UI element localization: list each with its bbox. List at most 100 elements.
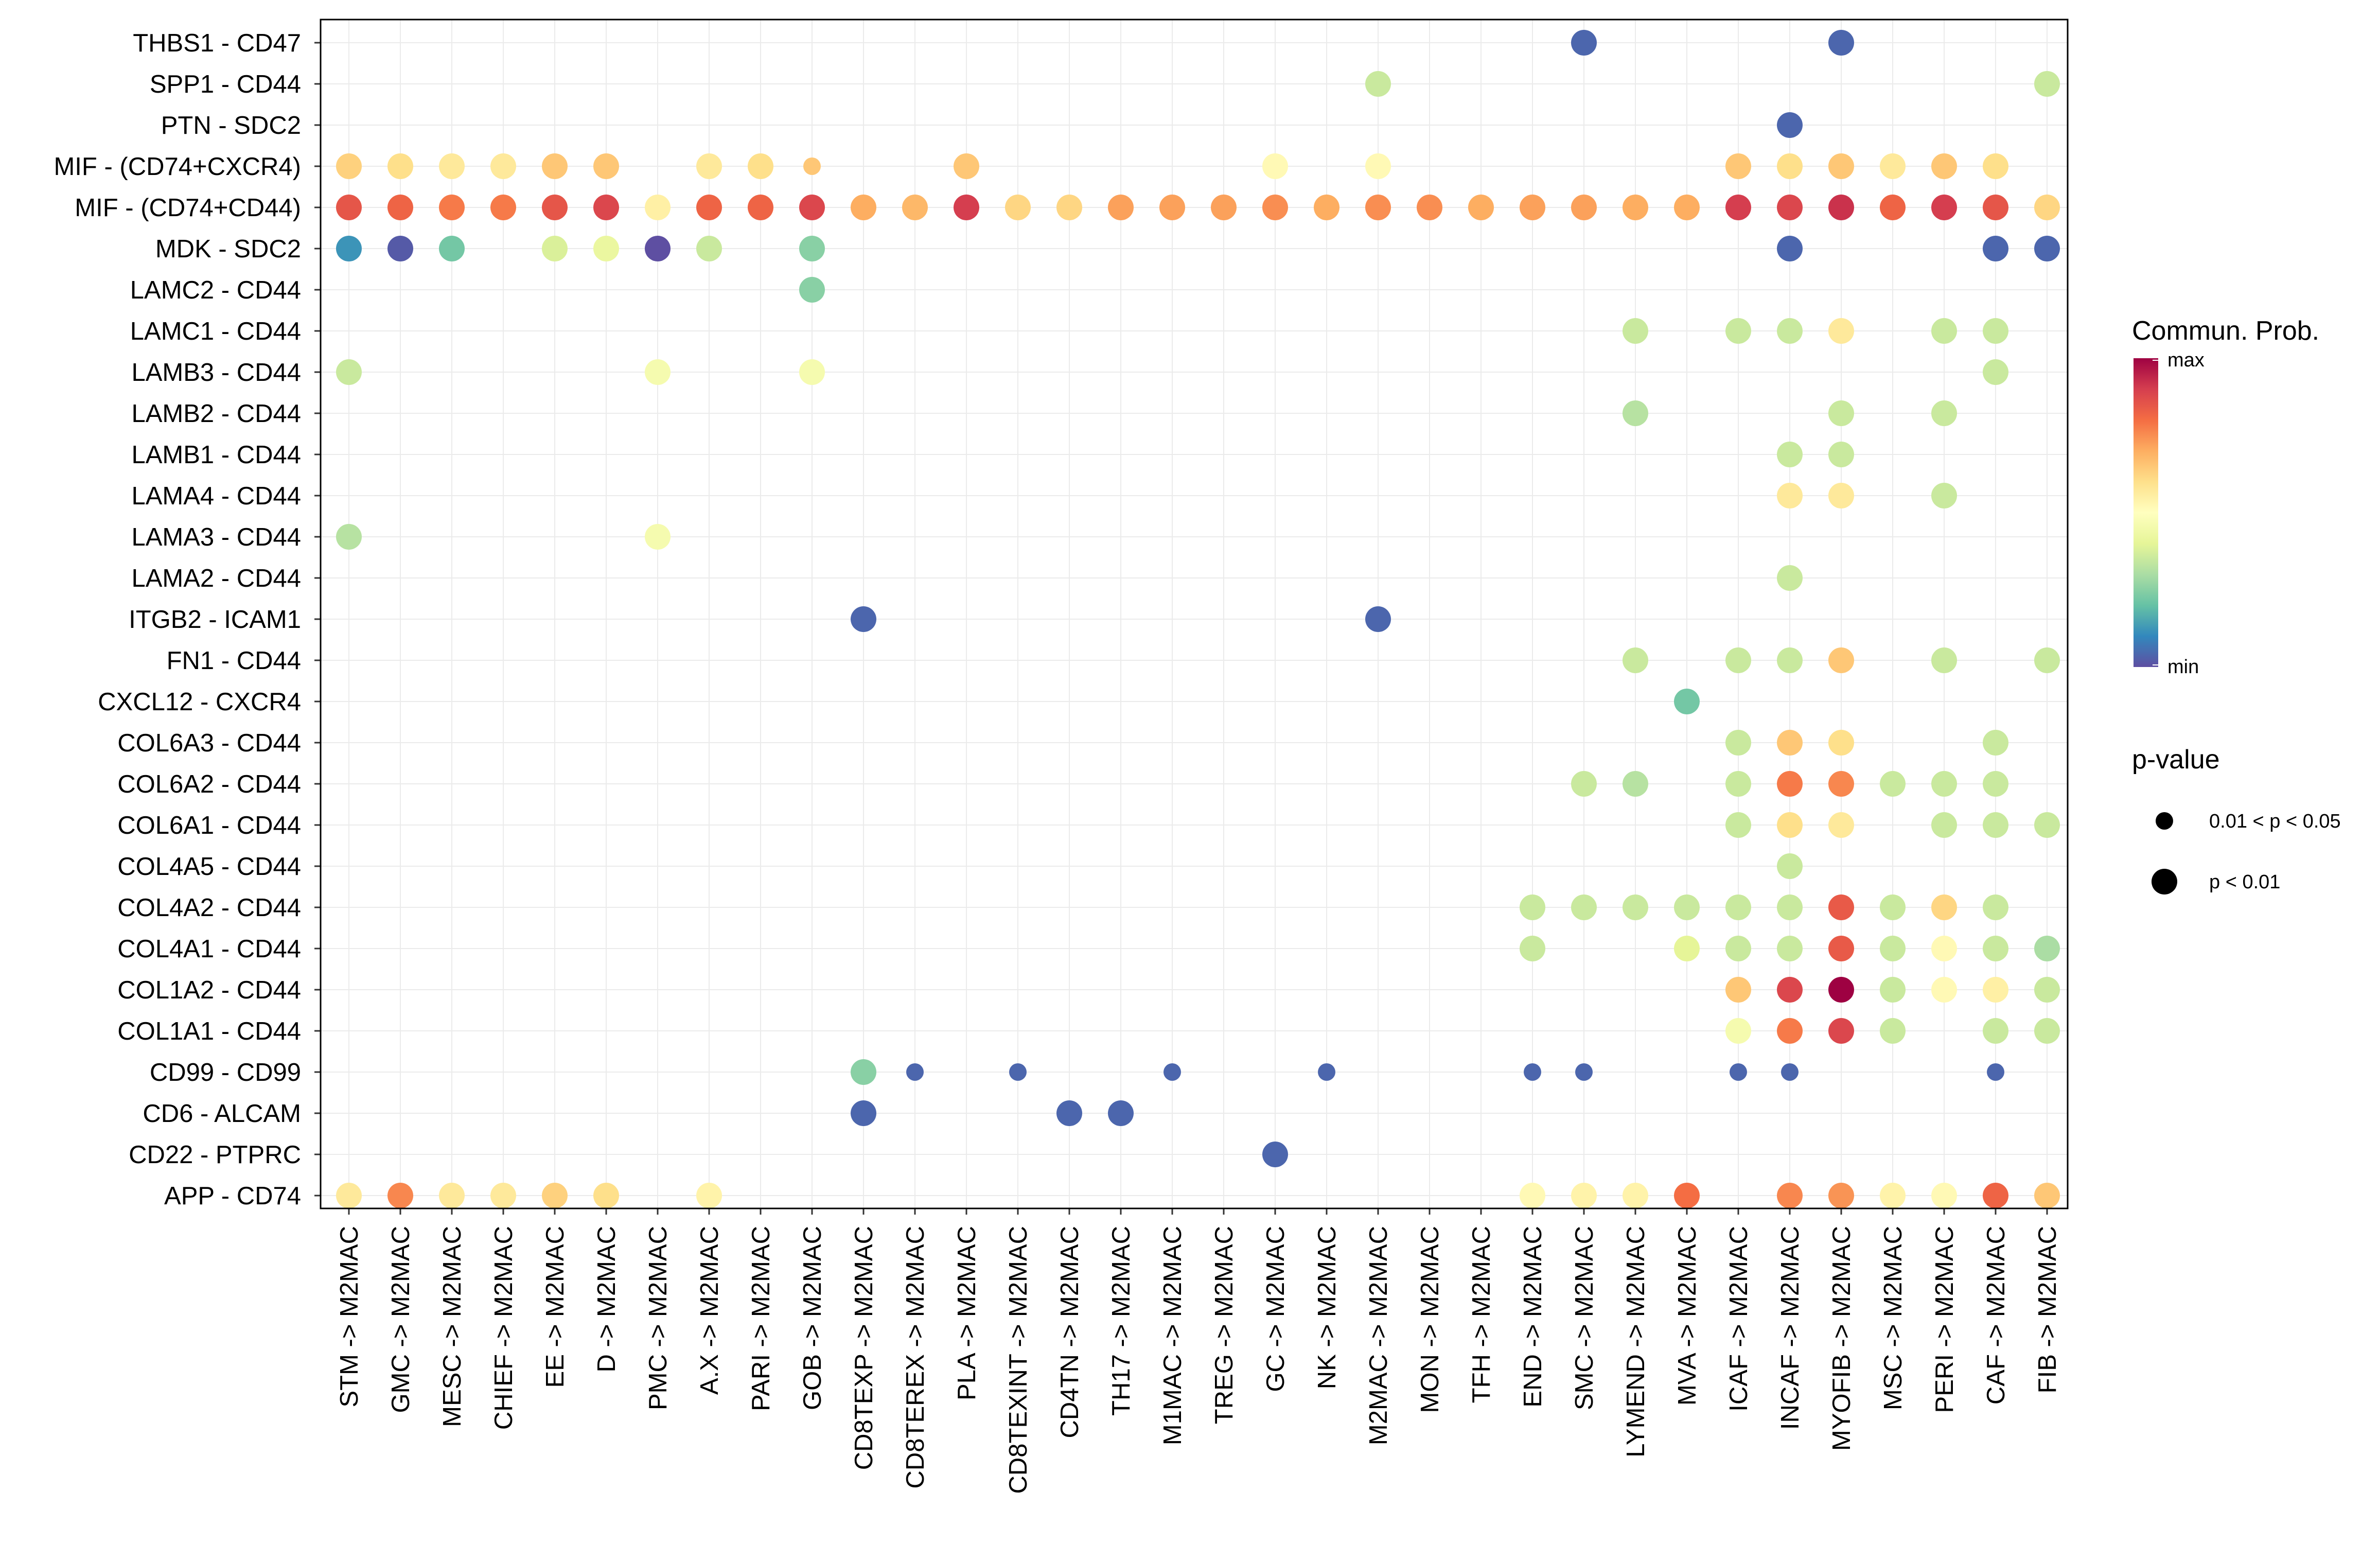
- y-tick-label: SPP1 - CD44: [150, 71, 301, 98]
- data-point: [1880, 894, 1906, 920]
- data-point: [1828, 442, 1854, 467]
- data-point: [542, 1183, 568, 1208]
- x-tick-label: NK -> M2MAC: [1313, 1226, 1341, 1389]
- data-point: [1520, 195, 1545, 220]
- size-legend-large-label: p < 0.01: [2209, 871, 2280, 893]
- data-point: [1005, 195, 1031, 220]
- x-tick-label: MON -> M2MAC: [1416, 1226, 1444, 1413]
- data-point: [1781, 1063, 1799, 1081]
- data-point: [336, 236, 362, 261]
- data-point: [1931, 894, 1957, 920]
- x-tick-label: EE -> M2MAC: [541, 1226, 569, 1388]
- data-point: [2034, 195, 2060, 220]
- data-point: [1880, 1018, 1906, 1044]
- data-point: [1777, 565, 1803, 591]
- y-tick-label: CD99 - CD99: [150, 1059, 301, 1086]
- data-points: [336, 30, 2060, 1208]
- data-point: [1880, 977, 1906, 1003]
- x-tick-label: CD8TEREX -> M2MAC: [902, 1226, 929, 1489]
- data-point: [1520, 1183, 1545, 1208]
- data-point: [593, 153, 619, 179]
- data-point: [1777, 853, 1803, 879]
- x-tick-label: CD8TEXINT -> M2MAC: [1004, 1226, 1032, 1494]
- data-point: [439, 236, 465, 261]
- data-point: [1725, 977, 1751, 1003]
- data-point: [593, 1183, 619, 1208]
- x-tick-label: MYOFIB -> M2MAC: [1828, 1226, 1856, 1451]
- data-point: [1931, 936, 1957, 961]
- data-point: [645, 195, 671, 220]
- color-legend-min-label: min: [2167, 656, 2199, 678]
- data-point: [696, 236, 722, 261]
- data-point: [2034, 236, 2060, 261]
- data-point: [1623, 318, 1648, 344]
- data-point: [490, 195, 516, 220]
- data-point: [1931, 771, 1957, 797]
- y-tick-label: ITGB2 - ICAM1: [129, 606, 301, 634]
- data-point: [1931, 400, 1957, 426]
- data-point: [387, 195, 413, 220]
- data-point: [2034, 1018, 2060, 1044]
- x-tick-label: MSC -> M2MAC: [1879, 1226, 1907, 1410]
- data-point: [1983, 894, 2008, 920]
- x-tick-label: CAF -> M2MAC: [1982, 1226, 2010, 1405]
- data-point: [542, 236, 568, 261]
- data-point: [490, 153, 516, 179]
- data-point: [490, 1183, 516, 1208]
- data-point: [1468, 195, 1494, 220]
- data-point: [542, 195, 568, 220]
- data-point: [1318, 1063, 1335, 1081]
- data-point: [1777, 977, 1803, 1003]
- x-tick-label: GMC -> M2MAC: [387, 1226, 415, 1413]
- y-tick-label: COL6A3 - CD44: [117, 729, 301, 757]
- size-legend: p-value 0.01 < p < 0.05 p < 0.01: [2132, 745, 2341, 894]
- x-tick-label: LYMEND -> M2MAC: [1622, 1226, 1650, 1458]
- x-tick-label: GOB -> M2MAC: [799, 1226, 826, 1410]
- color-legend-max-label: max: [2167, 349, 2205, 371]
- data-point: [1571, 771, 1597, 797]
- y-tick-label: COL1A2 - CD44: [117, 976, 301, 1004]
- data-point: [2034, 977, 2060, 1003]
- x-tick-label: M1MAC -> M2MAC: [1159, 1226, 1187, 1445]
- data-point: [1365, 606, 1391, 632]
- data-point: [1571, 1183, 1597, 1208]
- data-point: [1983, 771, 2008, 797]
- x-tick-label: PLA -> M2MAC: [953, 1226, 981, 1400]
- data-point: [1365, 195, 1391, 220]
- size-legend-title: p-value: [2132, 745, 2220, 775]
- data-point: [1571, 894, 1597, 920]
- data-point: [336, 153, 362, 179]
- data-point: [1777, 812, 1803, 838]
- data-point: [1828, 483, 1854, 508]
- data-point: [1056, 195, 1082, 220]
- data-point: [593, 195, 619, 220]
- size-legend-small-dot: [2156, 812, 2173, 830]
- x-tick-label: GC -> M2MAC: [1262, 1226, 1290, 1392]
- data-point: [799, 277, 825, 303]
- x-tick-label: PMC -> M2MAC: [644, 1226, 672, 1410]
- data-point: [1674, 195, 1700, 220]
- data-point: [1009, 1063, 1027, 1081]
- data-point: [542, 153, 568, 179]
- data-point: [1880, 153, 1906, 179]
- data-point: [851, 195, 876, 220]
- x-tick-label: D -> M2MAC: [593, 1226, 621, 1373]
- y-tick-label: LAMB1 - CD44: [131, 441, 301, 469]
- plot-border: [320, 19, 2069, 1209]
- data-point: [851, 1059, 876, 1085]
- y-tick-label: LAMA4 - CD44: [131, 482, 301, 510]
- x-tick-label: MESC -> M2MAC: [438, 1226, 466, 1427]
- x-tick-label: CD4TN -> M2MAC: [1056, 1226, 1084, 1438]
- data-point: [1828, 318, 1854, 344]
- y-tick-label: FN1 - CD44: [167, 647, 301, 675]
- data-point: [1983, 730, 2008, 756]
- data-point: [1211, 195, 1237, 220]
- data-point: [1828, 812, 1854, 838]
- data-point: [799, 236, 825, 261]
- data-point: [1777, 236, 1803, 261]
- x-tick-label: CD8TEXP -> M2MAC: [850, 1226, 878, 1470]
- data-point: [645, 236, 671, 261]
- y-tick-label: LAMB2 - CD44: [131, 400, 301, 428]
- data-point: [803, 157, 821, 175]
